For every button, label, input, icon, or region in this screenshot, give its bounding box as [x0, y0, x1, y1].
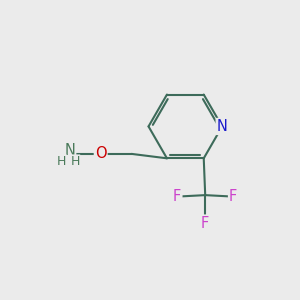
Text: H: H [70, 155, 80, 168]
Text: F: F [173, 189, 182, 204]
Text: H: H [57, 155, 66, 168]
Text: O: O [95, 146, 106, 161]
Text: F: F [201, 216, 209, 231]
Text: F: F [229, 189, 237, 204]
Text: N: N [64, 143, 75, 158]
Text: N: N [217, 119, 228, 134]
